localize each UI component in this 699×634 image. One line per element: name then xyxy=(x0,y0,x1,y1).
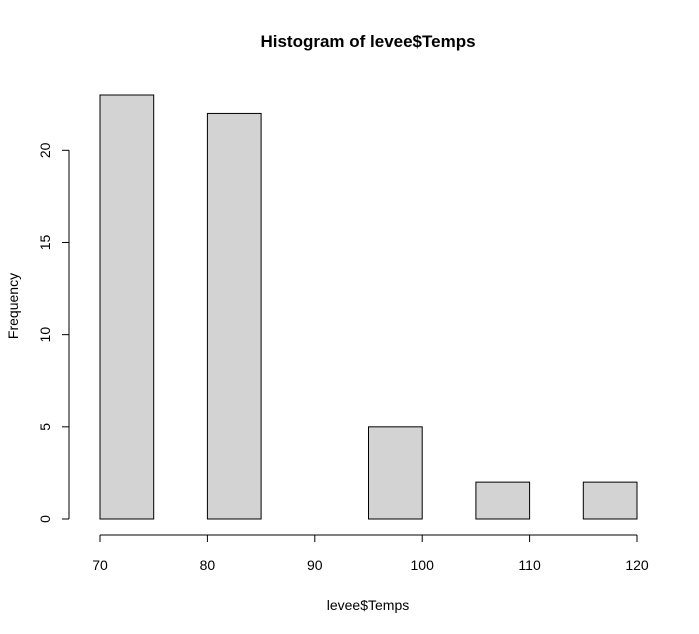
x-tick-label: 110 xyxy=(518,557,541,573)
y-tick-label: 20 xyxy=(37,142,53,158)
histogram-bar xyxy=(582,481,638,520)
histogram-bar xyxy=(368,426,423,520)
y-axis-label: Frequency xyxy=(5,273,21,339)
y-ticks-group: 0 5 10 15 20 xyxy=(37,142,69,523)
x-tick-label: 80 xyxy=(200,557,216,573)
histogram-bar xyxy=(475,481,531,520)
x-tick-label: 70 xyxy=(92,557,108,573)
x-tick-label: 120 xyxy=(625,557,649,573)
chart-title: Histogram of levee$Temps xyxy=(260,32,475,51)
x-tick-label: 100 xyxy=(411,557,435,573)
x-tick-label: 90 xyxy=(307,557,323,573)
y-tick-label: 10 xyxy=(37,327,53,343)
y-tick-label: 15 xyxy=(37,234,53,250)
y-tick-label: 5 xyxy=(37,423,53,431)
x-axis-label: levee$Temps xyxy=(327,597,410,613)
x-ticks-group: 70 80 90 100 110 120 xyxy=(92,535,649,573)
histogram-bar xyxy=(99,94,155,520)
bars-group xyxy=(99,94,638,520)
histogram-bar xyxy=(206,112,262,520)
y-tick-label: 0 xyxy=(37,515,53,523)
